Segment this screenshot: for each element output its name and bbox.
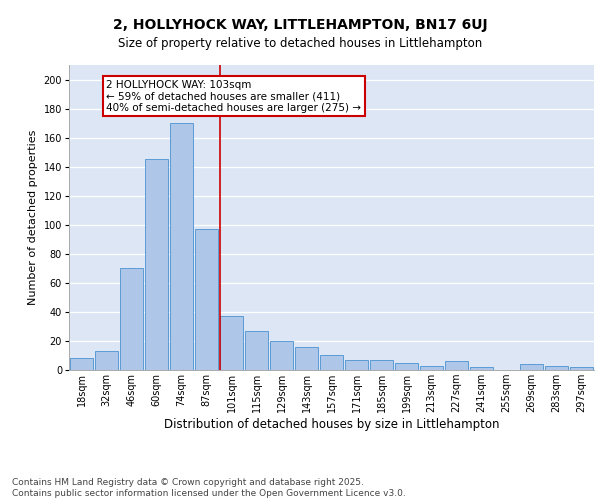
Bar xyxy=(295,347,318,370)
Bar xyxy=(195,229,218,370)
Bar xyxy=(345,360,368,370)
Text: 2 HOLLYHOCK WAY: 103sqm
← 59% of detached houses are smaller (411)
40% of semi-d: 2 HOLLYHOCK WAY: 103sqm ← 59% of detache… xyxy=(107,80,361,112)
Bar xyxy=(270,341,293,370)
X-axis label: Distribution of detached houses by size in Littlehampton: Distribution of detached houses by size … xyxy=(164,418,499,431)
Bar xyxy=(170,123,193,370)
Bar xyxy=(320,356,343,370)
Bar xyxy=(370,360,393,370)
Bar xyxy=(570,367,593,370)
Bar xyxy=(95,351,118,370)
Bar xyxy=(420,366,443,370)
Bar xyxy=(70,358,93,370)
Bar xyxy=(395,362,418,370)
Text: Size of property relative to detached houses in Littlehampton: Size of property relative to detached ho… xyxy=(118,38,482,51)
Text: 2, HOLLYHOCK WAY, LITTLEHAMPTON, BN17 6UJ: 2, HOLLYHOCK WAY, LITTLEHAMPTON, BN17 6U… xyxy=(113,18,487,32)
Bar xyxy=(445,362,468,370)
Y-axis label: Number of detached properties: Number of detached properties xyxy=(28,130,38,305)
Bar xyxy=(245,331,268,370)
Bar xyxy=(220,316,243,370)
Bar xyxy=(545,366,568,370)
Bar xyxy=(470,367,493,370)
Bar xyxy=(120,268,143,370)
Bar xyxy=(145,160,168,370)
Bar xyxy=(520,364,543,370)
Text: Contains HM Land Registry data © Crown copyright and database right 2025.
Contai: Contains HM Land Registry data © Crown c… xyxy=(12,478,406,498)
